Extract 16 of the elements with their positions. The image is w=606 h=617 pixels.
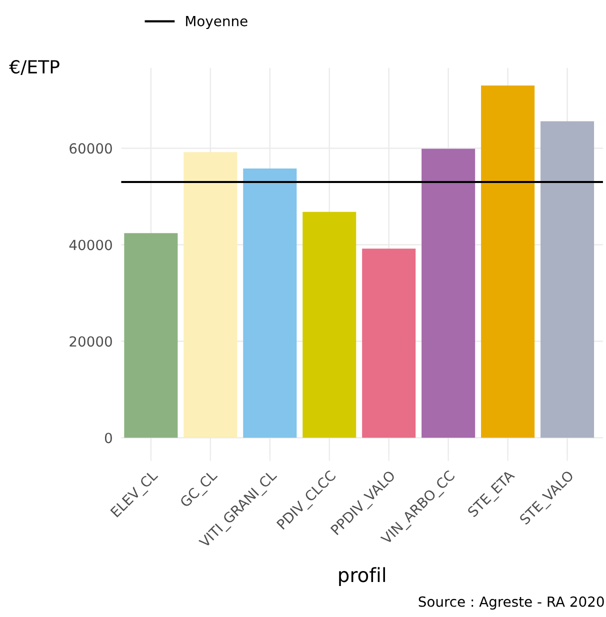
bar [481,85,535,438]
y-tick-label: 60000 [70,143,112,154]
y-tick-label: 0 [104,432,112,444]
x-axis-title: profil [339,567,385,586]
bar [362,248,416,438]
bar [243,168,297,438]
source-note: Source : Agreste - RA 2020 [418,596,604,610]
y-axis-title: €/ETP [9,60,60,76]
y-tick-label: 40000 [69,240,112,250]
bar [124,233,178,438]
bar [184,152,238,438]
bar [302,212,356,438]
y-tick-label: 20000 [70,336,112,347]
legend-label: Moyenne [186,16,248,30]
bar [540,121,594,438]
bar [422,148,476,438]
